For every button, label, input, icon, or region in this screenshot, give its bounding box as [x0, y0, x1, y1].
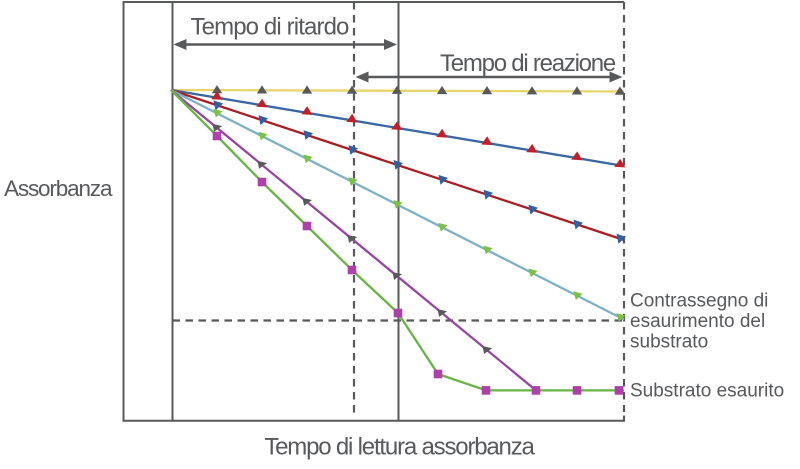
- svg-text:Tempo di lettura assorbanza: Tempo di lettura assorbanza: [264, 434, 535, 461]
- svg-text:substrato: substrato: [630, 331, 708, 352]
- svg-text:Tempo di ritardo: Tempo di ritardo: [191, 14, 350, 41]
- svg-text:Tempo di reazione: Tempo di reazione: [440, 50, 616, 77]
- svg-text:Substrato esaurito: Substrato esaurito: [630, 380, 784, 401]
- svg-text:Contrassegno di: Contrassegno di: [630, 291, 768, 312]
- svg-text:esaurimento del: esaurimento del: [630, 311, 765, 332]
- svg-text:Assorbanza: Assorbanza: [4, 176, 113, 201]
